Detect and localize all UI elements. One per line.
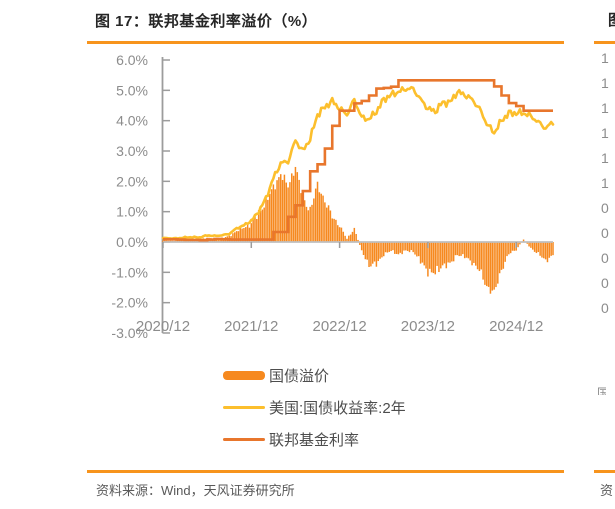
svg-text:2024/12: 2024/12 <box>489 318 543 335</box>
svg-text:1.0%: 1.0% <box>116 204 148 220</box>
adjacent-title-rule-fragment <box>594 41 615 44</box>
svg-text:-2.0%: -2.0% <box>111 295 148 311</box>
svg-text:-3.0%: -3.0% <box>111 325 148 341</box>
bar-swatch-icon <box>223 371 265 380</box>
legend-label: 国债溢价 <box>269 368 330 385</box>
svg-text:3.0%: 3.0% <box>116 143 148 159</box>
svg-text:2023/12: 2023/12 <box>401 318 455 335</box>
legend-item-premium: 国债溢价 <box>223 368 406 385</box>
legend-item-fed-funds: 联邦基金利率 <box>223 432 406 449</box>
line-swatch-icon <box>223 406 265 409</box>
adjacent-legend-fragment: 国 <box>597 386 606 395</box>
line-swatch-icon <box>223 438 265 441</box>
legend-label: 美国:国债收益率:2年 <box>269 400 406 417</box>
adjacent-axis-digit: 1 <box>601 100 609 116</box>
svg-text:2021/12: 2021/12 <box>224 318 278 335</box>
adjacent-axis-digit: 1 <box>601 50 609 66</box>
fed-funds-step-series <box>163 79 553 242</box>
title-divider-rule <box>87 41 564 44</box>
yield-2y-line-series <box>161 85 555 240</box>
legend-label: 联邦基金利率 <box>269 432 360 449</box>
adjacent-axis-digit: 0 <box>601 300 609 316</box>
svg-text:2.0%: 2.0% <box>116 173 148 189</box>
legend-item-2y-yield: 美国:国债收益率:2年 <box>223 400 406 417</box>
svg-text:2022/12: 2022/12 <box>312 318 366 335</box>
adjacent-axis-digit: 0 <box>601 275 609 291</box>
svg-text:6.0%: 6.0% <box>116 52 148 68</box>
adjacent-axis-digit: 0 <box>601 200 609 216</box>
fed-funds-premium-chart: 6.0% 5.0% 4.0% 3.0% 2.0% 1.0% 0.0% -1.0% -2.0% -3… <box>111 52 555 341</box>
adjacent-axis-digit: 1 <box>601 125 609 141</box>
svg-text:0.0%: 0.0% <box>116 234 148 250</box>
figure-title: 图 17：联邦基金利率溢价（%） <box>95 13 318 30</box>
adjacent-axis-digit: 1 <box>601 75 609 91</box>
premium-bar-series <box>162 166 554 294</box>
svg-text:5.0%: 5.0% <box>116 82 148 98</box>
adjacent-axis-digit: 1 <box>601 150 609 166</box>
svg-text:4.0%: 4.0% <box>116 113 148 129</box>
y-axis: 6.0% 5.0% 4.0% 3.0% 2.0% 1.0% 0.0% -1.0% -2.0% -3… <box>111 52 170 341</box>
adjacent-footer-rule-fragment <box>594 470 615 473</box>
adjacent-axis-digit: 0 <box>601 225 609 241</box>
svg-text:-1.0%: -1.0% <box>111 264 148 280</box>
x-axis: 2020/12 2021/12 2022/12 2023/12 2024/12 <box>136 241 553 335</box>
source-attribution: 资料来源：Wind，天风证券研究所 <box>96 483 295 498</box>
footer-divider-rule <box>87 470 564 473</box>
adjacent-source-fragment: 资 <box>600 483 614 496</box>
svg-text:2020/12: 2020/12 <box>136 318 190 335</box>
adjacent-axis-digit: 1 <box>601 175 609 191</box>
adjacent-figure-title-fragment: 图 <box>608 9 615 28</box>
chart-legend: 国债溢价 美国:国债收益率:2年 联邦基金利率 <box>223 368 406 464</box>
adjacent-axis-digit: 0 <box>601 250 609 266</box>
